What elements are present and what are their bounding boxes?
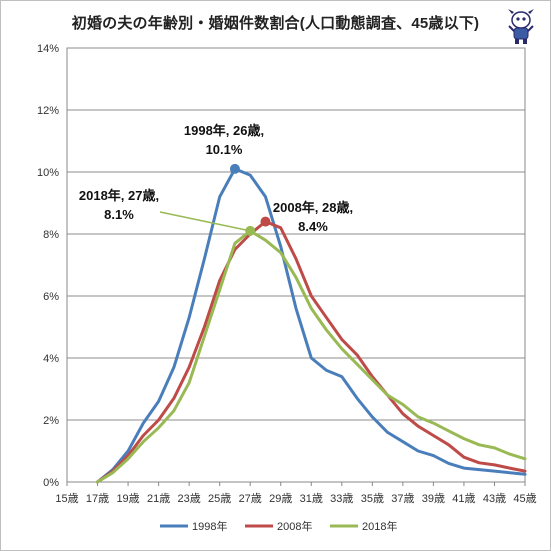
y-tick-label: 12% <box>37 105 59 117</box>
x-tick-label: 21歳 <box>147 492 170 505</box>
series-line-1998年 <box>96 167 527 484</box>
legend-label: 1998年 <box>192 519 227 533</box>
y-tick-label: 14% <box>37 43 59 55</box>
x-tick-label: 33歳 <box>330 492 353 505</box>
x-tick-label: 31歳 <box>300 492 323 505</box>
x-tick-label: 25歳 <box>208 492 231 505</box>
x-tick-label: 43歳 <box>483 492 506 505</box>
chart-title: 初婚の夫の年齢別・婚姻件数割合(人口動態調査、45歳以下) <box>71 15 480 32</box>
annotation-marker <box>245 225 256 236</box>
x-tick-label: 35歳 <box>361 492 384 505</box>
annotation-label: 1998年, 26歳, <box>184 123 264 138</box>
y-tick-label: 4% <box>43 353 59 365</box>
y-tick-label: 2% <box>43 415 59 427</box>
x-tick-label: 45歳 <box>513 492 536 505</box>
x-tick-label: 17歳 <box>86 492 109 505</box>
x-tick-label: 15歳 <box>55 492 78 505</box>
annotation-marker <box>260 216 271 227</box>
y-tick-label: 10% <box>37 167 59 179</box>
x-tick-label: 41歳 <box>452 492 475 505</box>
annotation-label: 8.4% <box>298 219 328 234</box>
x-tick-label: 23歳 <box>178 492 201 505</box>
mascot-icon <box>508 9 534 44</box>
legend-label: 2018年 <box>362 519 397 533</box>
series-line-2008年 <box>96 220 527 484</box>
annotation-label: 8.1% <box>104 207 134 222</box>
plot-area <box>66 47 526 483</box>
y-tick-label: 6% <box>43 291 59 303</box>
x-tick-label: 27歳 <box>239 492 262 505</box>
x-tick-label: 37歳 <box>391 492 414 505</box>
y-tick-label: 8% <box>43 229 59 241</box>
y-tick-label: 0% <box>43 477 59 489</box>
x-tick-label: 29歳 <box>269 492 292 505</box>
legend-label: 2008年 <box>277 519 312 533</box>
annotation-label: 2018年, 27歳, <box>79 188 159 203</box>
annotation-label: 2008年, 28歳, <box>273 200 353 215</box>
x-tick-label: 19歳 <box>116 492 139 505</box>
annotation-marker <box>229 163 240 174</box>
x-tick-label: 39歳 <box>422 492 445 505</box>
series-line-2018年 <box>96 229 527 484</box>
annotation-label: 10.1% <box>206 142 243 157</box>
annotation-leader-line <box>159 211 251 232</box>
